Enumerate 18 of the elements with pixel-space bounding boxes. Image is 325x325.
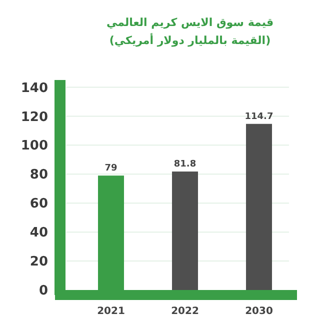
data-label: 79	[104, 164, 118, 174]
chart-subtitle: (القيمة بالمليار دولار أمريكي)	[109, 33, 271, 47]
y-tick-label: 100	[20, 138, 48, 154]
y-tick-label: 120	[20, 110, 48, 125]
data-label: 81.8	[174, 160, 196, 170]
bar	[172, 172, 198, 290]
y-tick-label: 0	[38, 284, 48, 299]
y-tick-label: 40	[30, 226, 48, 241]
y-tick-label: 80	[30, 168, 48, 183]
data-label: 114.7	[244, 112, 274, 122]
y-tick-label: 20	[30, 254, 48, 270]
x-tick-label: 2021	[97, 306, 125, 317]
y-tick-label: 140	[20, 80, 48, 96]
bar	[246, 124, 272, 290]
x-tick-label: 2030	[245, 306, 273, 317]
y-tick-label: 60	[30, 196, 48, 212]
x-tick-label: 2022	[171, 306, 199, 317]
chart-title: قيمة سوق الايس كريم العالمي	[106, 16, 274, 29]
